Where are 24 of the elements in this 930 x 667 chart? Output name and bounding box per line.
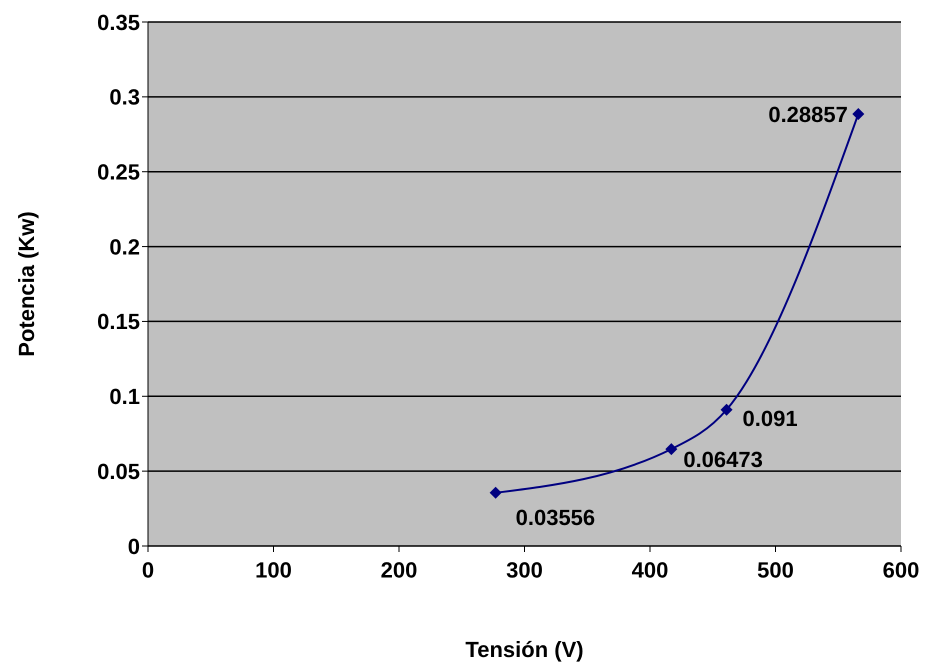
x-tick-label: 300 xyxy=(506,558,543,583)
y-tick-label: 0.1 xyxy=(109,384,140,410)
x-tick-label: 100 xyxy=(255,558,292,583)
y-tick-label: 0.05 xyxy=(97,458,140,484)
data-label: 0.03556 xyxy=(516,504,596,530)
data-label: 0.06473 xyxy=(683,447,763,472)
x-tick-label: 400 xyxy=(632,558,668,583)
x-axis-title: Tensión (V) xyxy=(465,637,584,662)
x-tick-label: 500 xyxy=(757,558,794,583)
x-tick-label: 200 xyxy=(380,558,418,583)
y-tick-label: 0.3 xyxy=(109,84,140,110)
x-tick-label: 600 xyxy=(882,558,920,583)
y-tick-label: 0 xyxy=(128,534,140,559)
y-tick-label: 0.2 xyxy=(109,234,140,260)
point xyxy=(852,108,864,120)
y-axis-title: Potencia (Kw) xyxy=(14,211,39,357)
y-tick-label: 0.25 xyxy=(97,160,140,185)
point xyxy=(720,404,733,416)
point xyxy=(490,486,502,499)
y-tick-label: 0.15 xyxy=(97,309,140,334)
point xyxy=(665,443,678,456)
data-label: 0.091 xyxy=(742,406,798,431)
y-tick-label: 0.35 xyxy=(97,10,140,35)
data-label: 0.28857 xyxy=(768,102,848,127)
